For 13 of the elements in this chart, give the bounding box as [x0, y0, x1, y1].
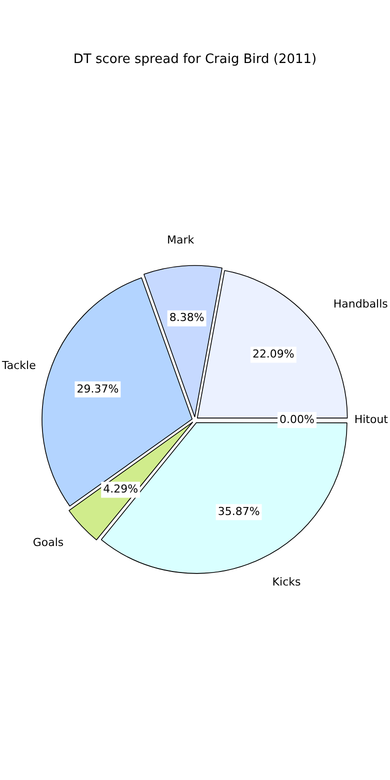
data-label: 35.87% — [218, 504, 260, 518]
data-label: 29.37% — [76, 382, 119, 396]
slice-label: Goals — [32, 536, 64, 549]
data-label: 22.09% — [252, 348, 294, 361]
slice-label: Mark — [166, 233, 195, 246]
chart-title: DT score spread for Craig Bird (2011) — [72, 52, 318, 67]
slice-label: Tackle — [0, 358, 36, 372]
data-label: 4.29% — [103, 482, 138, 496]
slice-label: Handballs — [333, 298, 388, 311]
slice-label: Kicks — [272, 575, 301, 588]
data-label: 8.38% — [169, 311, 204, 324]
category-label: Hitout — [354, 412, 388, 426]
text: 0.00% — [280, 412, 314, 426]
